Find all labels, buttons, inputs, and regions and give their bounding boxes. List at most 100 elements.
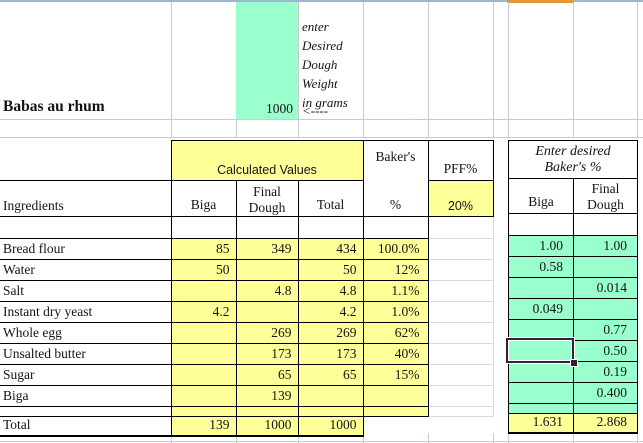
table-row: Sugar 65 65 15% <box>0 364 494 386</box>
total-cell[interactable]: 4.8 <box>297 280 364 302</box>
spacer-row <box>0 216 494 239</box>
desired-final-cell[interactable] <box>573 256 638 278</box>
gridline <box>363 433 364 443</box>
biga-cell[interactable] <box>170 364 237 386</box>
fill-handle[interactable] <box>570 359 578 367</box>
col-header-final-dough: Final Dough <box>235 179 299 218</box>
desired-biga-cell[interactable] <box>508 277 574 299</box>
gridline <box>0 137 643 138</box>
desired-final-cell[interactable]: 0.19 <box>573 361 638 383</box>
ingredient-name[interactable]: Biga <box>0 385 172 407</box>
table-row: 0.400 <box>508 382 638 404</box>
ingredient-name[interactable]: Sugar <box>0 364 172 386</box>
desired-final-cell[interactable]: 0.50 <box>573 340 638 362</box>
biga-cell[interactable] <box>170 280 237 302</box>
table-row: Whole egg 269 269 62% <box>0 322 494 344</box>
desired-final-cell[interactable]: 0.014 <box>573 277 638 299</box>
bakers-header-line1: Baker's <box>375 149 416 164</box>
final-dough-cell[interactable]: 349 <box>235 238 299 260</box>
bakers-pct-cell[interactable]: 1.1% <box>362 280 429 302</box>
total-total-cell[interactable]: 1000 <box>297 416 364 437</box>
pff-header: PFF% <box>427 140 494 181</box>
active-cell-selection[interactable] <box>506 338 574 363</box>
total-cell[interactable]: 434 <box>297 238 364 260</box>
gridline <box>298 2 299 137</box>
desired-final-cell[interactable] <box>573 298 638 320</box>
ingredient-name[interactable]: Unsalted butter <box>0 343 172 365</box>
bakers-pct-cell[interactable]: 40% <box>362 343 429 365</box>
table-row: 0.049 <box>508 298 638 320</box>
calculated-values-header: Calculated Values <box>170 140 364 181</box>
ingredient-name[interactable]: Water <box>0 259 172 281</box>
final-dough-cell[interactable]: 269 <box>235 322 299 344</box>
bakers-pct-cell[interactable]: 1.0% <box>362 301 429 323</box>
desired-final-cell[interactable]: 1.00 <box>573 235 638 257</box>
gridline <box>573 433 574 443</box>
desired-biga-cell[interactable]: 0.049 <box>508 298 574 320</box>
spacer-row <box>508 213 638 236</box>
bakers-pct-cell[interactable]: 100.0% <box>362 238 429 260</box>
biga-cell[interactable] <box>170 343 237 365</box>
desired-biga-cell[interactable] <box>508 361 574 383</box>
ingredient-name[interactable]: Bread flour <box>0 238 172 260</box>
total-cell[interactable]: 50 <box>297 259 364 281</box>
desired-biga-cell[interactable]: 1.00 <box>508 235 574 257</box>
bakers-header-line2: % <box>389 197 402 212</box>
dough-weight-value: 1000 <box>266 101 293 116</box>
gridline <box>363 2 364 137</box>
desired-final-cell[interactable]: 0.400 <box>573 382 638 404</box>
final-dough-cell[interactable] <box>235 259 299 281</box>
col-header-biga: Biga <box>170 179 237 218</box>
total-cell[interactable]: 65 <box>297 364 364 386</box>
total-cell[interactable]: 4.2 <box>297 301 364 323</box>
desired-col-header-biga: Biga <box>508 178 574 214</box>
total-cell[interactable] <box>297 385 364 407</box>
final-dough-cell[interactable] <box>235 301 299 323</box>
final-dough-cell[interactable]: 173 <box>235 343 299 365</box>
empty-row <box>0 406 494 417</box>
gridline <box>493 2 494 137</box>
biga-cell[interactable] <box>170 385 237 407</box>
desired-final-cell[interactable]: 0.77 <box>573 319 638 341</box>
ingredient-name[interactable]: Salt <box>0 280 172 302</box>
dough-weight-cell[interactable]: 1000 <box>236 2 298 119</box>
table-row: Instant dry yeast 4.2 4.2 1.0% <box>0 301 494 323</box>
ingredient-name[interactable]: Instant dry yeast <box>0 301 172 323</box>
gridline <box>428 2 429 137</box>
desired-total-final-cell[interactable]: 2.868 <box>573 413 638 434</box>
biga-cell[interactable]: 85 <box>170 238 237 260</box>
total-final-dough-cell[interactable]: 1000 <box>235 416 299 437</box>
table-row: 0.58 <box>508 256 638 278</box>
bakers-pct-cell[interactable]: 12% <box>362 259 429 281</box>
bakers-pct-cell[interactable]: 15% <box>362 364 429 386</box>
desired-biga-cell[interactable] <box>508 382 574 404</box>
col-header-total: Total <box>297 179 364 218</box>
final-dough-cell[interactable]: 139 <box>235 385 299 407</box>
enter-desired-header: Enter desired Baker's % <box>508 140 638 179</box>
bakers-pct-cell[interactable]: 62% <box>362 322 429 344</box>
total-cell[interactable]: 269 <box>297 322 364 344</box>
desired-total-biga-cell[interactable]: 1.631 <box>508 413 574 434</box>
total-biga-cell[interactable]: 139 <box>170 416 237 437</box>
bakers-pct-cell[interactable] <box>362 385 429 407</box>
gridline <box>171 2 172 137</box>
desired-biga-cell[interactable]: 0.58 <box>508 256 574 278</box>
pff-value-cell[interactable]: 20% <box>427 179 494 218</box>
desired-col-header-final-dough: Final Dough <box>573 178 638 214</box>
total-row: 1.631 2.868 <box>508 413 638 434</box>
ingredient-name[interactable]: Whole egg <box>0 322 172 344</box>
gridline <box>0 119 643 120</box>
biga-cell[interactable]: 4.2 <box>170 301 237 323</box>
biga-cell[interactable]: 50 <box>170 259 237 281</box>
total-cell[interactable]: 173 <box>297 343 364 365</box>
desired-biga-cell[interactable] <box>508 319 574 341</box>
calculated-values-table: Calculated Values Baker's % PFF% Ingredi… <box>0 140 494 437</box>
dough-weight-note: enter Desired Dough Weight in grams <box>302 19 348 110</box>
final-dough-cell[interactable]: 65 <box>235 364 299 386</box>
gridline <box>637 2 638 137</box>
biga-cell[interactable] <box>170 322 237 344</box>
table-row: Unsalted butter 173 173 40% <box>0 343 494 365</box>
table-row: Biga 139 <box>0 385 494 407</box>
table-row: Bread flour 85 349 434 100.0% <box>0 238 494 260</box>
final-dough-cell[interactable]: 4.8 <box>235 280 299 302</box>
